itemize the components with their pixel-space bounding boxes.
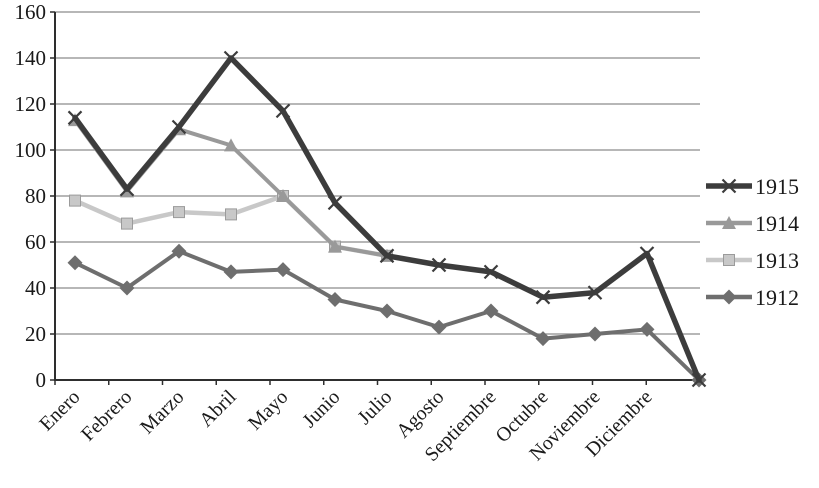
series-1915 xyxy=(67,50,707,388)
marker-x-icon xyxy=(67,110,83,126)
marker-x-icon xyxy=(431,257,447,273)
y-axis-label: 60 xyxy=(25,230,46,254)
marker-triangle-icon xyxy=(722,216,736,229)
marker-diamond-icon xyxy=(721,289,737,305)
series-1912 xyxy=(67,243,707,388)
marker-x-icon xyxy=(379,248,395,264)
marker-diamond-icon xyxy=(483,303,499,319)
marker-square-icon xyxy=(121,217,133,230)
y-axis-label: 0 xyxy=(36,368,47,392)
series-1914 xyxy=(68,113,394,262)
x-axis-label: Julio xyxy=(353,386,396,429)
x-axis-label: Febrero xyxy=(77,386,137,446)
y-axis-label: 80 xyxy=(25,184,46,208)
y-axis-label: 100 xyxy=(15,138,47,162)
marker-x-icon xyxy=(691,372,707,388)
marker-triangle-icon xyxy=(328,239,342,253)
y-axis-label: 160 xyxy=(15,0,47,24)
legend-item-1912: 1912 xyxy=(706,285,799,310)
marker-diamond-icon xyxy=(67,255,83,271)
marker-triangle-icon xyxy=(276,189,290,202)
marker-x-icon xyxy=(483,264,499,280)
marker-diamond-icon xyxy=(535,331,551,347)
legend-label: 1915 xyxy=(755,174,799,199)
x-axis-label: Abril xyxy=(195,386,241,432)
legend-item-1915: 1915 xyxy=(706,174,799,199)
y-axis-label: 120 xyxy=(15,92,47,116)
marker-x-icon xyxy=(171,119,187,135)
marker-diamond-icon xyxy=(171,243,187,259)
x-axis-label: Mayo xyxy=(244,386,293,435)
marker-diamond-icon xyxy=(275,262,291,278)
marker-diamond-icon xyxy=(587,326,603,342)
marker-x-icon xyxy=(223,50,239,66)
marker-diamond-icon xyxy=(639,321,655,337)
marker-square-icon xyxy=(225,208,237,221)
marker-x-icon xyxy=(587,285,603,300)
legend-item-1913: 1913 xyxy=(706,248,799,273)
marker-diamond-icon xyxy=(431,319,447,335)
x-axis-label: Junio xyxy=(298,386,344,432)
marker-x-icon xyxy=(327,195,343,211)
marker-diamond-icon xyxy=(327,292,343,307)
marker-x-icon xyxy=(721,178,737,194)
marker-diamond-icon xyxy=(119,280,135,296)
y-axis-label: 140 xyxy=(15,46,47,70)
x-axis-label: Marzo xyxy=(136,386,188,438)
marker-diamond-icon xyxy=(379,303,395,319)
x-axis-label: Enero xyxy=(35,386,84,435)
y-axis-label: 40 xyxy=(25,276,46,300)
legend-label: 1913 xyxy=(755,248,799,273)
marker-diamond-icon xyxy=(223,264,239,280)
marker-x-icon xyxy=(275,103,291,119)
legend-label: 1914 xyxy=(755,211,799,236)
marker-square-icon xyxy=(173,206,185,219)
marker-x-icon xyxy=(535,289,551,305)
legend-label: 1912 xyxy=(755,285,799,310)
marker-square-icon xyxy=(723,254,735,266)
marker-x-icon xyxy=(119,181,135,197)
marker-triangle-icon xyxy=(224,138,238,152)
marker-square-icon xyxy=(69,194,81,207)
series-1913 xyxy=(69,190,393,262)
legend-item-1914: 1914 xyxy=(706,211,799,236)
marker-x-icon xyxy=(639,246,655,261)
y-axis-label: 20 xyxy=(25,322,46,346)
